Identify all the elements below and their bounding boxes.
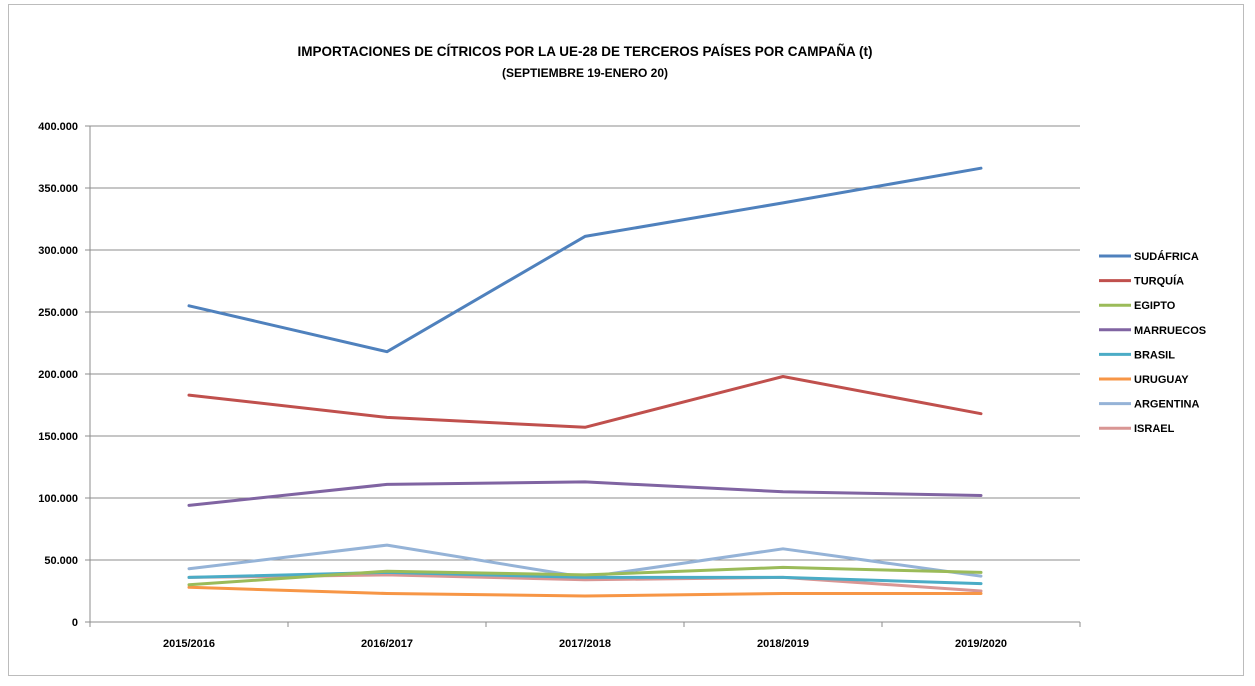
x-tick-label: 2017/2018 <box>559 638 611 650</box>
legend-label: ISRAEL <box>1134 423 1175 435</box>
x-tick-label: 2016/2017 <box>361 638 413 650</box>
chart-frame <box>8 4 1244 676</box>
legend-label: TURQUÍA <box>1134 275 1184 288</box>
y-tick-label: 150.000 <box>38 431 78 443</box>
y-tick-label: 300.000 <box>38 245 78 257</box>
y-tick-label: 350.000 <box>38 183 78 195</box>
y-tick-label: 0 <box>72 617 78 629</box>
x-tick-label: 2018/2019 <box>757 638 809 650</box>
legend-label: ARGENTINA <box>1134 399 1199 411</box>
x-tick-label: 2019/2020 <box>955 638 1007 650</box>
y-tick-label: 200.000 <box>38 369 78 381</box>
legend-label: URUGUAY <box>1134 374 1189 386</box>
y-tick-label: 400.000 <box>38 121 78 133</box>
chart-title: IMPORTACIONES DE CÍTRICOS POR LA UE-28 D… <box>297 44 873 59</box>
legend-label: SUDÁFRICA <box>1134 250 1199 263</box>
series-line-turquía <box>187 375 983 429</box>
y-tick-label: 50.000 <box>44 555 78 567</box>
series-line-sudáfrica <box>187 166 983 354</box>
chart-subtitle: (SEPTIEMBRE 19-ENERO 20) <box>501 66 669 80</box>
legend-label: EGIPTO <box>1134 300 1176 312</box>
x-tick-label: 2015/2016 <box>163 638 215 650</box>
y-tick-label: 250.000 <box>38 307 78 319</box>
legend-label: BRASIL <box>1134 349 1175 361</box>
series-line-argentina <box>187 543 983 579</box>
series-line-marruecos <box>187 480 983 507</box>
legend-label: MARRUECOS <box>1134 325 1206 337</box>
y-tick-label: 100.000 <box>38 493 78 505</box>
series-line-uruguay <box>187 585 983 598</box>
series-line-egipto <box>187 565 983 587</box>
series-line-brasil <box>187 570 983 586</box>
